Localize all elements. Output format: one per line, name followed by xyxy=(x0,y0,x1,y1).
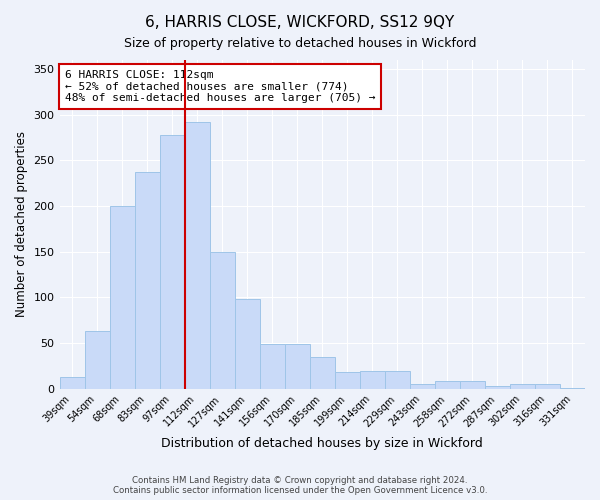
Bar xyxy=(460,382,485,389)
Bar xyxy=(209,252,235,389)
Bar xyxy=(85,332,110,389)
Text: 6 HARRIS CLOSE: 112sqm
← 52% of detached houses are smaller (774)
48% of semi-de: 6 HARRIS CLOSE: 112sqm ← 52% of detached… xyxy=(65,70,375,103)
Bar xyxy=(235,300,260,389)
Text: Contains HM Land Registry data © Crown copyright and database right 2024.
Contai: Contains HM Land Registry data © Crown c… xyxy=(113,476,487,495)
Bar xyxy=(260,344,285,389)
Bar xyxy=(59,377,85,389)
Y-axis label: Number of detached properties: Number of detached properties xyxy=(15,132,28,318)
X-axis label: Distribution of detached houses by size in Wickford: Distribution of detached houses by size … xyxy=(161,437,483,450)
Bar xyxy=(510,384,535,389)
Bar xyxy=(335,372,360,389)
Bar xyxy=(410,384,435,389)
Bar xyxy=(385,372,410,389)
Bar xyxy=(560,388,585,389)
Bar xyxy=(110,206,134,389)
Bar xyxy=(134,172,160,389)
Text: 6, HARRIS CLOSE, WICKFORD, SS12 9QY: 6, HARRIS CLOSE, WICKFORD, SS12 9QY xyxy=(145,15,455,30)
Bar xyxy=(485,386,510,389)
Bar xyxy=(535,384,560,389)
Bar xyxy=(185,122,209,389)
Bar xyxy=(160,135,185,389)
Text: Size of property relative to detached houses in Wickford: Size of property relative to detached ho… xyxy=(124,38,476,51)
Bar xyxy=(310,357,335,389)
Bar xyxy=(435,382,460,389)
Bar xyxy=(360,370,385,389)
Bar xyxy=(285,344,310,389)
